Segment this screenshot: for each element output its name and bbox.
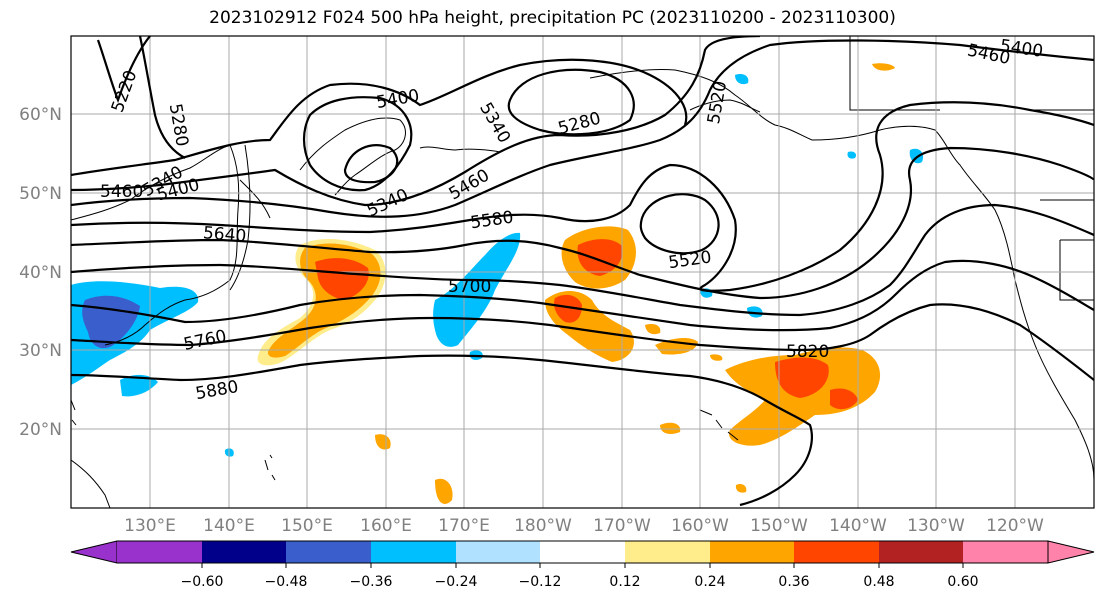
colorbar-segment — [963, 541, 1048, 563]
lon-label: 140°W — [829, 516, 887, 536]
lon-label: 170°W — [593, 516, 651, 536]
colorbar-segment — [879, 541, 963, 563]
contour-label: 5820 — [786, 342, 829, 362]
contour-5700 — [71, 203, 1094, 317]
colorbar-tick-label: 0.12 — [609, 574, 640, 590]
contour-5580 — [71, 101, 1094, 292]
colorbar-tick-label: 0.60 — [947, 574, 978, 590]
coastlines — [71, 36, 1094, 508]
colorbar-segment — [625, 541, 710, 563]
contour-5640 — [71, 146, 1094, 300]
lon-label: 160°W — [671, 516, 729, 536]
contour-5340 — [302, 96, 413, 192]
contour-label: 5640 — [202, 223, 247, 247]
colorbar-segment — [202, 541, 286, 563]
lon-label: 160°E — [360, 516, 412, 536]
graticule — [71, 36, 1094, 508]
contour-5220 — [96, 36, 151, 104]
lat-label: 40°N — [19, 263, 62, 283]
lon-label: 180°W — [514, 516, 572, 536]
colorbar-segment — [540, 541, 625, 563]
colorbar-segment — [371, 541, 456, 563]
colorbar-segment — [117, 541, 202, 563]
contour-5880 — [71, 354, 813, 507]
colorbar-segment — [710, 541, 794, 563]
colorbar-tick-label: 0.24 — [694, 574, 725, 590]
colorbar-segment — [286, 541, 371, 563]
lon-label: 120°W — [986, 516, 1044, 536]
longitude-labels: 130°E 140°E 150°E 160°E 170°E 180°W 170°… — [124, 516, 1044, 536]
lon-label: 140°E — [203, 516, 255, 536]
colorbar-tick-label: −0.36 — [350, 574, 393, 590]
contour-5520-low — [639, 193, 720, 255]
colorbar-extend-low — [70, 540, 118, 564]
map-border — [70, 35, 1095, 509]
colorbar-tick-label: −0.48 — [265, 574, 308, 590]
contour-label: 5460 — [100, 182, 143, 202]
contour-5280-low — [507, 68, 635, 136]
map-title: 2023102912 F024 500 hPa height, precipit… — [209, 8, 896, 28]
lon-label: 150°E — [281, 516, 333, 536]
latitude-labels: 60°N 50°N 40°N 30°N 20°N — [19, 105, 62, 440]
contour-5400 — [71, 58, 688, 177]
lat-label: 60°N — [19, 105, 62, 125]
contour-5520 — [71, 39, 1094, 218]
contour-label: 5700 — [448, 277, 491, 297]
lon-label: 150°W — [750, 516, 808, 536]
colorbar-segment — [456, 541, 540, 563]
colorbar: −0.60 −0.48 −0.36 −0.24 −0.12 0.12 0.24 … — [70, 540, 1095, 590]
colorbar-tick-label: 0.36 — [778, 574, 809, 590]
lat-label: 20°N — [19, 420, 62, 440]
colorbar-tick-label: 0.48 — [863, 574, 894, 590]
height-contours — [71, 36, 1094, 507]
contour-5460 — [71, 36, 761, 207]
lat-label: 50°N — [19, 184, 62, 204]
contour-5820 — [71, 303, 1094, 381]
contour-5760 — [71, 259, 1094, 332]
lon-label: 130°E — [124, 516, 176, 536]
colorbar-tick-label: −0.24 — [435, 574, 478, 590]
colorbar-extend-high — [1047, 540, 1095, 564]
lon-label: 170°E — [438, 516, 490, 536]
lat-label: 30°N — [19, 341, 62, 361]
colorbar-tick-label: −0.60 — [181, 574, 224, 590]
colorbar-segment — [794, 541, 879, 563]
colorbar-tick-label: −0.12 — [519, 574, 562, 590]
contour-5280-west — [138, 36, 186, 159]
lon-label: 130°W — [907, 516, 965, 536]
